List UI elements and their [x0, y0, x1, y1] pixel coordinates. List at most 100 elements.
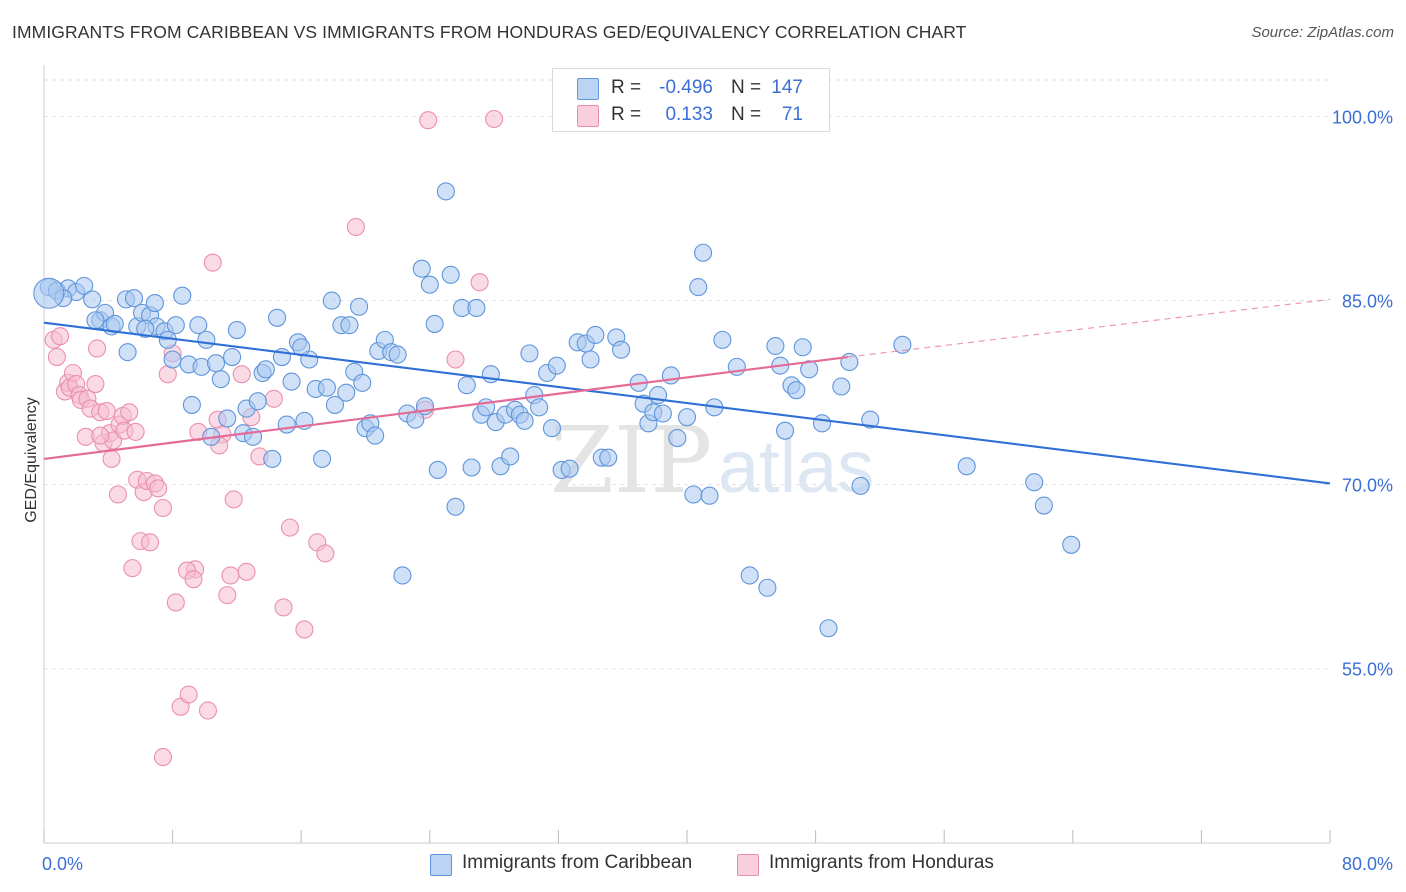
- caribbean-point: [776, 421, 795, 440]
- caribbean-point: [851, 476, 870, 495]
- honduras-point: [126, 422, 145, 441]
- caribbean-point: [325, 395, 345, 414]
- caribbean-point: [661, 366, 680, 385]
- watermark-atlas: atlas: [718, 425, 874, 508]
- caribbean-point: [350, 297, 369, 316]
- honduras-point: [346, 217, 365, 237]
- caribbean-point: [211, 370, 230, 389]
- y-tick-label: 85.0%: [1342, 292, 1393, 312]
- caribbean-point: [467, 298, 486, 318]
- caribbean-point: [800, 360, 819, 379]
- n-value-caribbean: 147: [771, 77, 803, 98]
- caribbean-point: [520, 344, 539, 363]
- caribbean-point: [136, 319, 155, 338]
- caribbean-swatch: [577, 78, 599, 100]
- honduras-legend-label: Immigrants from Honduras: [769, 852, 994, 873]
- source-label: Source: ZipAtlas.com: [1251, 24, 1394, 41]
- honduras-point: [221, 566, 240, 585]
- caribbean-point: [542, 419, 562, 438]
- honduras-trend-extension: [847, 298, 1331, 358]
- caribbean-point: [145, 294, 164, 313]
- honduras-point: [51, 327, 70, 346]
- caribbean-point: [268, 308, 287, 327]
- caribbean-point: [581, 350, 600, 369]
- caribbean-point: [462, 458, 481, 477]
- caribbean-point: [322, 291, 341, 310]
- caribbean-point: [713, 330, 732, 349]
- honduras-point: [232, 365, 251, 384]
- caribbean-point: [441, 265, 460, 284]
- caribbean-point: [612, 340, 631, 359]
- tick-labels-layer: 100.0% 85.0% 70.0% 55.0% 0.0% 80.0%: [42, 108, 1393, 874]
- caribbean-point: [412, 259, 431, 278]
- caribbean-point: [758, 578, 777, 597]
- y-tick-label: 55.0%: [1342, 660, 1393, 680]
- honduras-point: [179, 685, 198, 704]
- honduras-point: [485, 109, 504, 129]
- caribbean-point: [86, 311, 105, 330]
- caribbean-point: [599, 448, 618, 467]
- honduras-point: [280, 518, 299, 537]
- caribbean-point: [173, 286, 192, 305]
- caribbean-point: [118, 343, 137, 362]
- honduras-point: [97, 402, 116, 421]
- honduras-point: [446, 350, 465, 369]
- honduras-point: [274, 598, 293, 617]
- caribbean-point: [812, 414, 832, 433]
- honduras-point: [224, 490, 243, 509]
- honduras-point: [102, 449, 121, 468]
- caribbean-point: [425, 314, 444, 333]
- honduras-point: [123, 559, 142, 578]
- caribbean-point: [668, 428, 687, 448]
- caribbean-point: [83, 290, 102, 309]
- caribbean-point: [1062, 535, 1081, 554]
- n-label: N =: [731, 77, 762, 98]
- caribbean-point: [832, 377, 851, 396]
- caribbean-point: [263, 449, 282, 468]
- honduras-point: [91, 426, 110, 445]
- chart-title: IMMIGRANTS FROM CARIBBEAN VS IMMIGRANTS …: [12, 22, 967, 42]
- caribbean-point: [457, 376, 476, 395]
- caribbean-point: [861, 410, 880, 429]
- honduras-point: [237, 562, 256, 581]
- caribbean-point: [277, 415, 296, 434]
- series-honduras-points: [44, 109, 504, 767]
- caribbean-point: [182, 395, 201, 414]
- caribbean-point: [501, 447, 520, 466]
- caribbean-point: [446, 497, 465, 516]
- caribbean-point: [223, 348, 242, 367]
- caribbean-point: [75, 276, 94, 295]
- n-label: N =: [731, 104, 762, 125]
- caribbean-point: [530, 398, 549, 417]
- honduras-point: [166, 593, 185, 612]
- stat-row-caribbean: R = -0.496 N = 147: [553, 75, 829, 101]
- r-value-honduras: 0.133: [665, 104, 713, 125]
- caribbean-point: [248, 392, 267, 411]
- x-tick-label: 0.0%: [42, 854, 83, 874]
- caribbean-point: [163, 350, 182, 369]
- honduras-point: [108, 485, 127, 504]
- caribbean-point: [189, 316, 208, 335]
- caribbean-point: [1025, 473, 1044, 492]
- honduras-point: [184, 570, 203, 589]
- honduras-point: [316, 544, 335, 563]
- y-axis-label: GED/Equivalency: [23, 397, 40, 522]
- caribbean-point: [653, 404, 672, 423]
- caribbean-point: [388, 345, 407, 364]
- caribbean-point: [256, 360, 275, 379]
- caribbean-point: [547, 356, 566, 375]
- honduras-point: [198, 701, 218, 720]
- caribbean-point: [684, 485, 703, 504]
- caribbean-point: [197, 330, 216, 349]
- honduras-point: [141, 533, 160, 552]
- honduras-point: [218, 586, 237, 605]
- caribbean-point: [700, 486, 719, 505]
- caribbean-point: [317, 378, 336, 397]
- caribbean-point: [420, 275, 439, 294]
- r-value-caribbean: -0.496: [659, 77, 713, 98]
- honduras-swatch: [577, 105, 599, 127]
- honduras-point: [419, 111, 438, 130]
- honduras-point: [87, 339, 107, 358]
- y-tick-label: 70.0%: [1342, 476, 1393, 496]
- honduras-point: [153, 748, 173, 767]
